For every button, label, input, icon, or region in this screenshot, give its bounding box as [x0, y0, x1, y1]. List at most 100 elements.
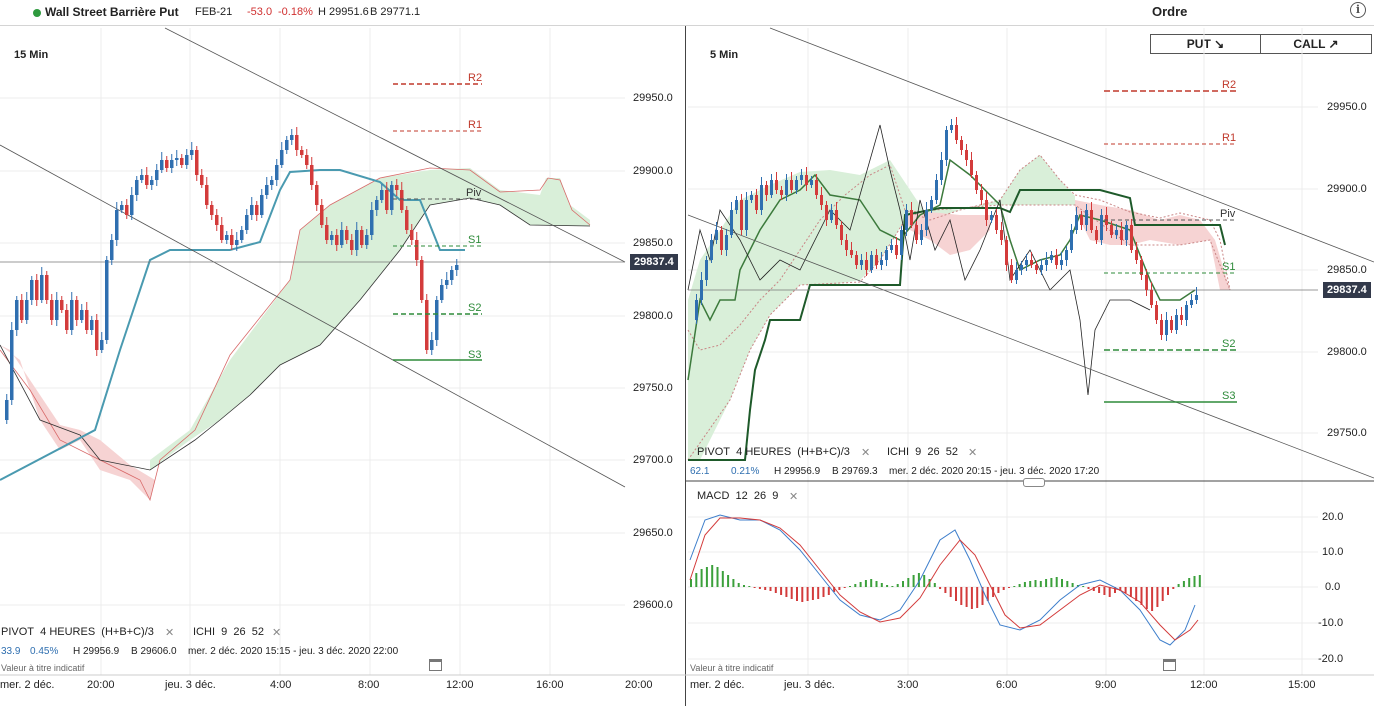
left-price-tick: 29850.0: [633, 237, 673, 249]
macd-bar: [997, 587, 1000, 593]
left-price-tick: 29700.0: [633, 454, 673, 466]
left-calendar-icon[interactable]: [429, 659, 442, 671]
info-icon[interactable]: i: [1350, 2, 1366, 18]
candle-body: [130, 195, 134, 215]
left-time-tick: 20:00: [87, 679, 115, 691]
candle-body: [35, 280, 39, 300]
right-trend-lower: [687, 214, 1374, 479]
candle-body: [835, 210, 838, 225]
candle-body: [305, 155, 309, 165]
left-price-tick: 29800.0: [633, 310, 673, 322]
macd-bar: [769, 587, 772, 591]
left-cloud-red: [0, 345, 155, 500]
change-value: -53.0: [247, 6, 273, 18]
candle-body: [875, 255, 878, 265]
pane-resize-handle[interactable]: [1023, 478, 1045, 487]
candle-body: [190, 150, 194, 155]
left-senkou-a: [0, 167, 591, 502]
right-stat-low: B 29769.3: [832, 466, 878, 477]
right-stat-high: H 29956.9: [774, 466, 821, 477]
macd-bar: [859, 582, 862, 587]
call-button[interactable]: CALL ↗: [1260, 34, 1372, 54]
candle-body: [320, 205, 324, 225]
right-timeframe: 5 Min: [710, 49, 739, 61]
macd-bar: [939, 587, 942, 589]
candle-body: [860, 260, 863, 265]
left-pivot-close-icon[interactable]: ✕: [165, 627, 175, 639]
macd-bar: [864, 580, 867, 587]
candle-body: [1090, 210, 1093, 230]
candle-body: [765, 185, 768, 195]
candle-body: [300, 150, 304, 155]
candle-body: [420, 260, 424, 300]
order-title: Ordre: [1152, 4, 1188, 19]
left-price-tick: 29950.0: [633, 92, 673, 104]
candle-body: [215, 215, 219, 225]
candle-body: [90, 320, 94, 330]
right-pivot-indicator[interactable]: PIVOT 4 HEURES (H+B+C)/3: [697, 446, 850, 458]
candle-body: [895, 245, 898, 255]
candle-body: [285, 140, 289, 150]
candle-body: [1195, 295, 1198, 300]
left-time-tick: mer. 2 déc.: [0, 679, 55, 691]
candle-body: [330, 235, 334, 240]
candle-body: [1025, 260, 1028, 265]
macd-bar: [690, 579, 692, 587]
right-r2-label: R2: [1222, 79, 1237, 91]
candle-body: [455, 265, 459, 270]
candle-body: [105, 260, 109, 340]
macd-bar: [1140, 587, 1143, 605]
right-senkou-a: [687, 154, 1231, 351]
left-ichi-indicator[interactable]: ICHI 9 26 52: [193, 626, 264, 638]
candle-body: [205, 185, 209, 205]
candle-body: [110, 240, 114, 260]
candle-body: [125, 205, 129, 215]
candle-body: [425, 300, 429, 350]
candle-body: [700, 280, 703, 300]
left-time-tick: 16:00: [536, 679, 564, 691]
macd-bar: [705, 567, 708, 587]
macd-bar: [822, 587, 825, 597]
macd-bar: [1135, 587, 1138, 601]
candle-body: [760, 185, 763, 210]
candle-body: [405, 210, 409, 230]
candle-body: [160, 160, 164, 170]
right-grid: [688, 28, 1318, 675]
macd-bar: [891, 586, 894, 587]
candle-body: [180, 158, 184, 165]
macd-bar: [774, 587, 777, 593]
macd-bar: [721, 571, 724, 587]
put-button[interactable]: PUT ↘: [1150, 34, 1261, 54]
candle-body: [725, 235, 728, 250]
right-ichi-close-icon[interactable]: ✕: [968, 447, 978, 459]
candle-body: [1170, 320, 1173, 330]
right-calendar-icon[interactable]: [1163, 659, 1176, 671]
macd-bar: [801, 587, 804, 602]
macd-bar: [1018, 584, 1021, 587]
macd-indicator[interactable]: MACD 12 26 9: [697, 490, 779, 502]
candle-body: [60, 300, 64, 310]
macd-bar: [827, 587, 830, 595]
left-ichi-close-icon[interactable]: ✕: [272, 627, 282, 639]
left-price-tick: 29650.0: [633, 527, 673, 539]
left-pivot-indicator[interactable]: PIVOT 4 HEURES (H+B+C)/3: [1, 626, 154, 638]
macd-bar: [1172, 587, 1175, 589]
candle-body: [370, 210, 374, 235]
macd-close-icon[interactable]: ✕: [789, 491, 799, 503]
candle-body: [740, 200, 743, 230]
left-stat-value: 33.9: [1, 646, 21, 657]
candle-body: [385, 190, 389, 210]
left-stat-low: B 29606.0: [131, 646, 177, 657]
right-r1-label: R1: [1222, 132, 1237, 144]
left-price-tick: 29750.0: [633, 382, 673, 394]
macd-bar: [764, 587, 767, 590]
right-pivot-close-icon[interactable]: ✕: [861, 447, 871, 459]
candle-body: [940, 160, 943, 180]
candle-body: [20, 300, 24, 320]
macd-bar: [1193, 576, 1196, 587]
right-ichi-indicator[interactable]: ICHI 9 26 52: [887, 446, 958, 458]
macd-bar: [843, 587, 846, 588]
candle-body: [355, 230, 359, 250]
candle-body: [380, 190, 384, 200]
